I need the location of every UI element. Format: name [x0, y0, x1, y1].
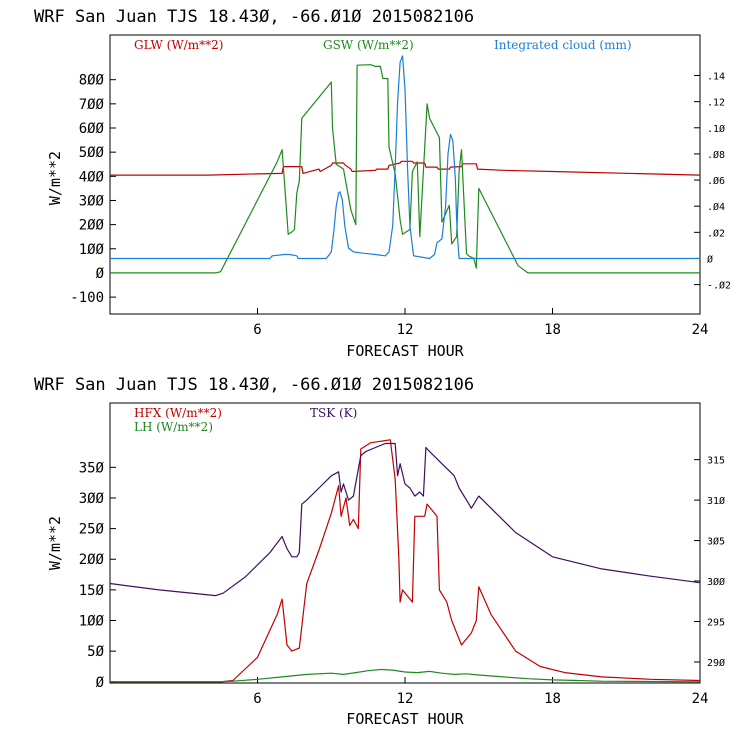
y-tick-label: Ø — [96, 266, 105, 282]
legend-entry: TSK (K) — [310, 406, 357, 420]
x-axis-label: FORECAST HOUR — [346, 710, 464, 728]
y-tick-label: 2ØØ — [79, 218, 105, 234]
legend-entry: HFX (W/m**2) — [134, 406, 222, 420]
y-tick-label: 7ØØ — [79, 97, 105, 113]
y2-tick-label: -.Ø2 — [707, 280, 731, 292]
y-tick-label: 35Ø — [79, 460, 105, 476]
series-line-green — [110, 668, 701, 683]
series-line-red — [110, 160, 701, 176]
y2-tick-label: 3ØØ — [707, 576, 725, 588]
y-tick-label: 4ØØ — [79, 169, 105, 185]
x-tick-label: 6 — [253, 322, 261, 338]
y2-tick-label: 29Ø — [707, 657, 725, 669]
y-axis-label: W/m**2 — [46, 516, 64, 570]
y-axis-label: W/m**2 — [46, 151, 64, 205]
y2-tick-label: Ø — [707, 253, 713, 265]
y2-tick-label: .Ø2 — [707, 227, 725, 239]
x-tick-label: 24 — [692, 322, 709, 338]
legend-entry: GLW (W/m**2) — [134, 38, 223, 52]
chart-title: WRF San Juan TJS 18.43Ø, -66.Ø1Ø 2015082… — [34, 375, 474, 395]
y-tick-label: -100 — [70, 290, 104, 306]
chart-title: WRF San Juan TJS 18.43Ø, -66.Ø1Ø 2015082… — [34, 7, 474, 27]
y-tick-label: 3ØØ — [79, 193, 105, 209]
y2-tick-label: .Ø8 — [707, 149, 725, 161]
y-tick-label: 1ØØ — [79, 242, 105, 258]
series-line-purple — [109, 442, 701, 597]
legend-entry: GSW (W/m**2) — [323, 38, 414, 52]
series-line-red — [110, 439, 701, 683]
x-tick-label: 18 — [544, 691, 561, 707]
y-tick-label: 3ØØ — [79, 491, 105, 507]
y-tick-label: 1ØØ — [79, 614, 105, 630]
y-tick-label: 5ØØ — [79, 145, 105, 161]
y-tick-label: 25Ø — [79, 522, 105, 538]
y2-tick-label: .Ø6 — [707, 175, 725, 187]
y2-tick-label: .1Ø — [707, 123, 725, 135]
y2-tick-label: 3Ø5 — [707, 536, 725, 548]
y-tick-label: 15Ø — [79, 583, 105, 599]
y-tick-label: 8ØØ — [79, 73, 105, 89]
y2-tick-label: .14 — [707, 72, 725, 83]
y-tick-label: 5Ø — [87, 644, 104, 660]
y2-tick-label: 295 — [707, 617, 725, 628]
series-line-green — [110, 64, 700, 274]
series-line-blue — [110, 55, 700, 260]
x-tick-label: 6 — [253, 691, 261, 707]
x-tick-label: 12 — [397, 322, 414, 338]
legend-entry: Integrated cloud (mm) — [494, 38, 632, 52]
x-tick-label: 18 — [544, 322, 561, 338]
x-tick-label: 24 — [692, 691, 709, 707]
y2-tick-label: .12 — [707, 98, 725, 109]
y-tick-label: Ø — [96, 675, 105, 691]
x-tick-label: 12 — [397, 691, 414, 707]
y-tick-label: 6ØØ — [79, 121, 105, 137]
y-tick-label: 2ØØ — [79, 552, 105, 568]
legend-entry: LH (W/m**2) — [134, 420, 213, 434]
y2-tick-label: .Ø4 — [707, 201, 725, 213]
y2-tick-label: 31Ø — [707, 495, 725, 507]
y2-tick-label: 315 — [707, 456, 725, 467]
x-axis-label: FORECAST HOUR — [346, 342, 464, 360]
plot-frame — [109, 402, 701, 684]
